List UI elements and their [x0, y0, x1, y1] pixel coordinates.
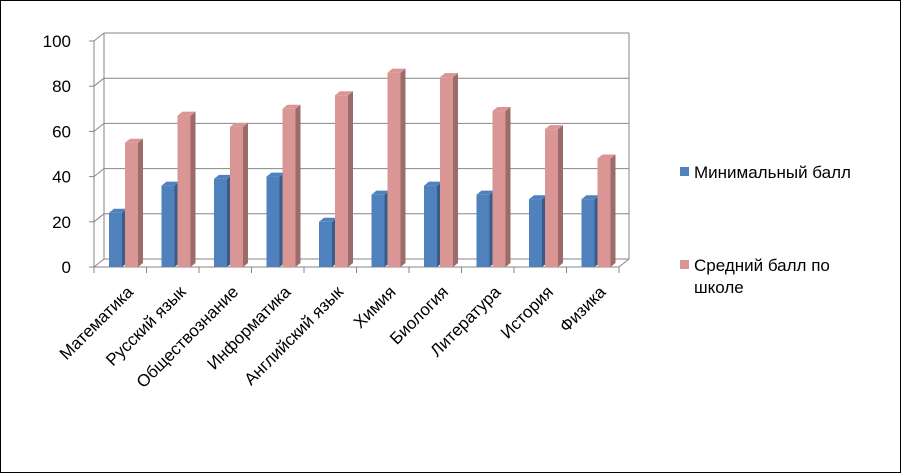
floor-right-edge — [618, 258, 630, 268]
y-tick-label: 40 — [52, 168, 71, 187]
gridline-side — [93, 123, 105, 132]
bar-layer — [109, 68, 616, 268]
bar-top — [319, 217, 337, 222]
bar-avg — [387, 72, 401, 267]
bar-side — [138, 138, 143, 267]
bar-side — [558, 125, 563, 267]
bar-min — [319, 221, 332, 267]
legend-label-avg-line2: школе — [694, 278, 744, 297]
bar-top — [581, 195, 600, 200]
y-tick-label: 0 — [62, 258, 71, 277]
gridline-side — [93, 258, 105, 268]
bar-avg — [545, 129, 558, 267]
bar-avg — [440, 77, 453, 267]
bar-min — [581, 199, 595, 267]
bar-top — [266, 172, 285, 177]
y-tick-label: 20 — [52, 213, 71, 232]
bar-avg — [492, 111, 506, 267]
x-category-label: Английский язык — [240, 282, 347, 389]
bar-min — [424, 185, 437, 267]
y-tick-label: 80 — [52, 77, 71, 96]
bar-avg — [282, 108, 296, 267]
x-category-label: История — [497, 282, 557, 342]
bar-min — [476, 194, 490, 267]
bar-top — [424, 181, 442, 186]
gridline-side — [93, 213, 105, 223]
bar-side — [295, 104, 301, 267]
x-category-label: Химия — [350, 282, 400, 332]
y-tick-label: 60 — [52, 122, 71, 141]
bar-side — [610, 154, 616, 267]
bar-top — [161, 181, 180, 186]
legend-swatch-min — [680, 167, 689, 176]
bar-avg — [177, 115, 191, 267]
bar-min — [161, 185, 175, 267]
legend-label-avg-line1: Средний балл по — [694, 256, 830, 275]
bar-top — [597, 154, 616, 159]
bar-avg — [125, 142, 138, 267]
bar-top — [387, 68, 406, 73]
bar-top — [335, 91, 353, 96]
bar-min — [214, 178, 227, 267]
bar-top — [125, 138, 143, 143]
bar-side — [453, 73, 458, 267]
bar-side — [190, 111, 196, 267]
bar-min — [109, 212, 122, 267]
legend-swatch-avg — [680, 260, 689, 269]
bar-side — [400, 68, 406, 267]
gridline-side — [93, 77, 105, 87]
bar-top — [177, 111, 196, 116]
legend: Минимальный балл Средний балл по школе — [680, 163, 851, 297]
y-tick-label: 100 — [43, 32, 71, 51]
bar-avg — [335, 95, 348, 268]
bar-top — [492, 107, 511, 112]
bar-top — [476, 190, 495, 195]
legend-label-min: Минимальный балл — [694, 163, 851, 182]
bar-side — [348, 91, 353, 268]
bar-top — [545, 125, 563, 130]
x-category-label: Физика — [556, 282, 610, 336]
bar-top — [371, 190, 390, 195]
bar-top — [282, 104, 301, 109]
gridline-side — [93, 168, 105, 177]
bar-top — [109, 208, 127, 213]
bar-top — [214, 174, 232, 179]
bar-min — [266, 176, 280, 267]
bar-top — [440, 73, 458, 78]
gridline-side — [93, 32, 105, 42]
bar-side — [243, 122, 248, 267]
bar-avg — [597, 158, 611, 267]
bar-min — [371, 194, 385, 267]
bar-top — [230, 122, 248, 127]
bar-min — [529, 199, 542, 267]
bar-side — [505, 107, 511, 267]
bar-avg — [230, 126, 243, 267]
bar-top — [529, 195, 547, 200]
